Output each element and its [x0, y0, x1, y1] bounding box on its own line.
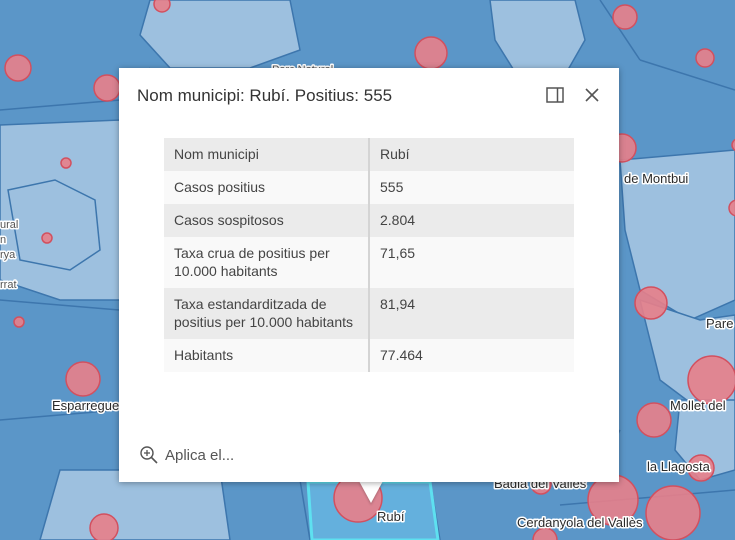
case-circle: [13, 316, 25, 328]
field-name: Casos positius: [164, 171, 370, 204]
map-label-la-llagosta: la Llagosta: [647, 459, 711, 474]
case-circle: [4, 54, 32, 82]
table-row: Nom municipi Rubí: [164, 138, 574, 171]
map-label-mollet: Mollet del: [670, 398, 726, 413]
table-row: Casos sospitosos 2.804: [164, 204, 574, 237]
map-label-n: n: [0, 234, 6, 246]
case-circle: [695, 48, 715, 68]
map-label-cerdanyola: Cerdanyola del Vallès: [517, 515, 643, 530]
dock-button[interactable]: [543, 83, 567, 107]
case-circle: [728, 199, 735, 217]
field-name: Nom municipi: [164, 138, 370, 171]
case-circle: [645, 485, 701, 540]
map-label-ural: ural: [0, 219, 18, 231]
case-circle: [612, 4, 638, 30]
municipality-area: [7, 179, 101, 271]
field-name: Casos sospitosos: [164, 204, 370, 237]
case-circle: [636, 402, 672, 438]
map-label-esparreguera: Esparreguer: [52, 398, 124, 413]
map-label-rubi: Rubí: [377, 509, 405, 524]
case-circle: [93, 74, 121, 102]
field-value: Rubí: [380, 146, 410, 162]
case-circle: [60, 157, 72, 169]
case-circle: [532, 527, 558, 540]
apply-action-label: Aplica el...: [165, 446, 235, 464]
attribute-table: Nom municipi Rubí Casos positius 555 Cas…: [164, 138, 574, 372]
close-button[interactable]: [579, 82, 605, 108]
map-label-pare: Pare: [706, 316, 733, 331]
map-label-montbui: de Montbui: [624, 171, 688, 186]
field-value: 77.464: [380, 347, 423, 363]
case-circle: [687, 355, 735, 405]
field-name: Taxa estandarditzada de positius per 10.…: [164, 288, 370, 339]
field-value: 81,94: [380, 296, 416, 312]
field-name: Taxa crua de positius per 10.000 habitan…: [164, 237, 370, 288]
map-label-rrat: rrat: [0, 279, 17, 291]
field-name: Habitants: [164, 339, 370, 372]
case-circle: [634, 286, 668, 320]
close-icon: [585, 88, 599, 102]
case-circle: [731, 138, 735, 152]
case-circle: [414, 36, 448, 70]
zoom-in-icon: [140, 446, 158, 464]
popup-pointer: [359, 481, 383, 503]
case-circle: [41, 232, 53, 244]
table-row: Taxa crua de positius per 10.000 habitan…: [164, 237, 574, 288]
popup: Nom municipi: Rubí. Positius: 555 Nom mu…: [119, 68, 619, 482]
case-circle: [687, 454, 715, 482]
case-circle: [153, 0, 171, 13]
field-value: 71,65: [380, 245, 416, 261]
field-value: 555: [380, 179, 404, 195]
apply-action-button[interactable]: Aplica el...: [139, 445, 234, 465]
table-row: Taxa estandarditzada de positius per 10.…: [164, 288, 574, 339]
field-value: 2.804: [380, 212, 416, 228]
popup-title: Nom municipi: Rubí. Positius: 555: [137, 86, 393, 105]
table-row: Habitants 77.464: [164, 339, 574, 372]
map-label-rya: rya: [0, 249, 16, 261]
dock-side-icon: [546, 87, 564, 103]
case-circle: [65, 361, 101, 397]
table-row: Casos positius 555: [164, 171, 574, 204]
case-circle: [89, 513, 119, 540]
